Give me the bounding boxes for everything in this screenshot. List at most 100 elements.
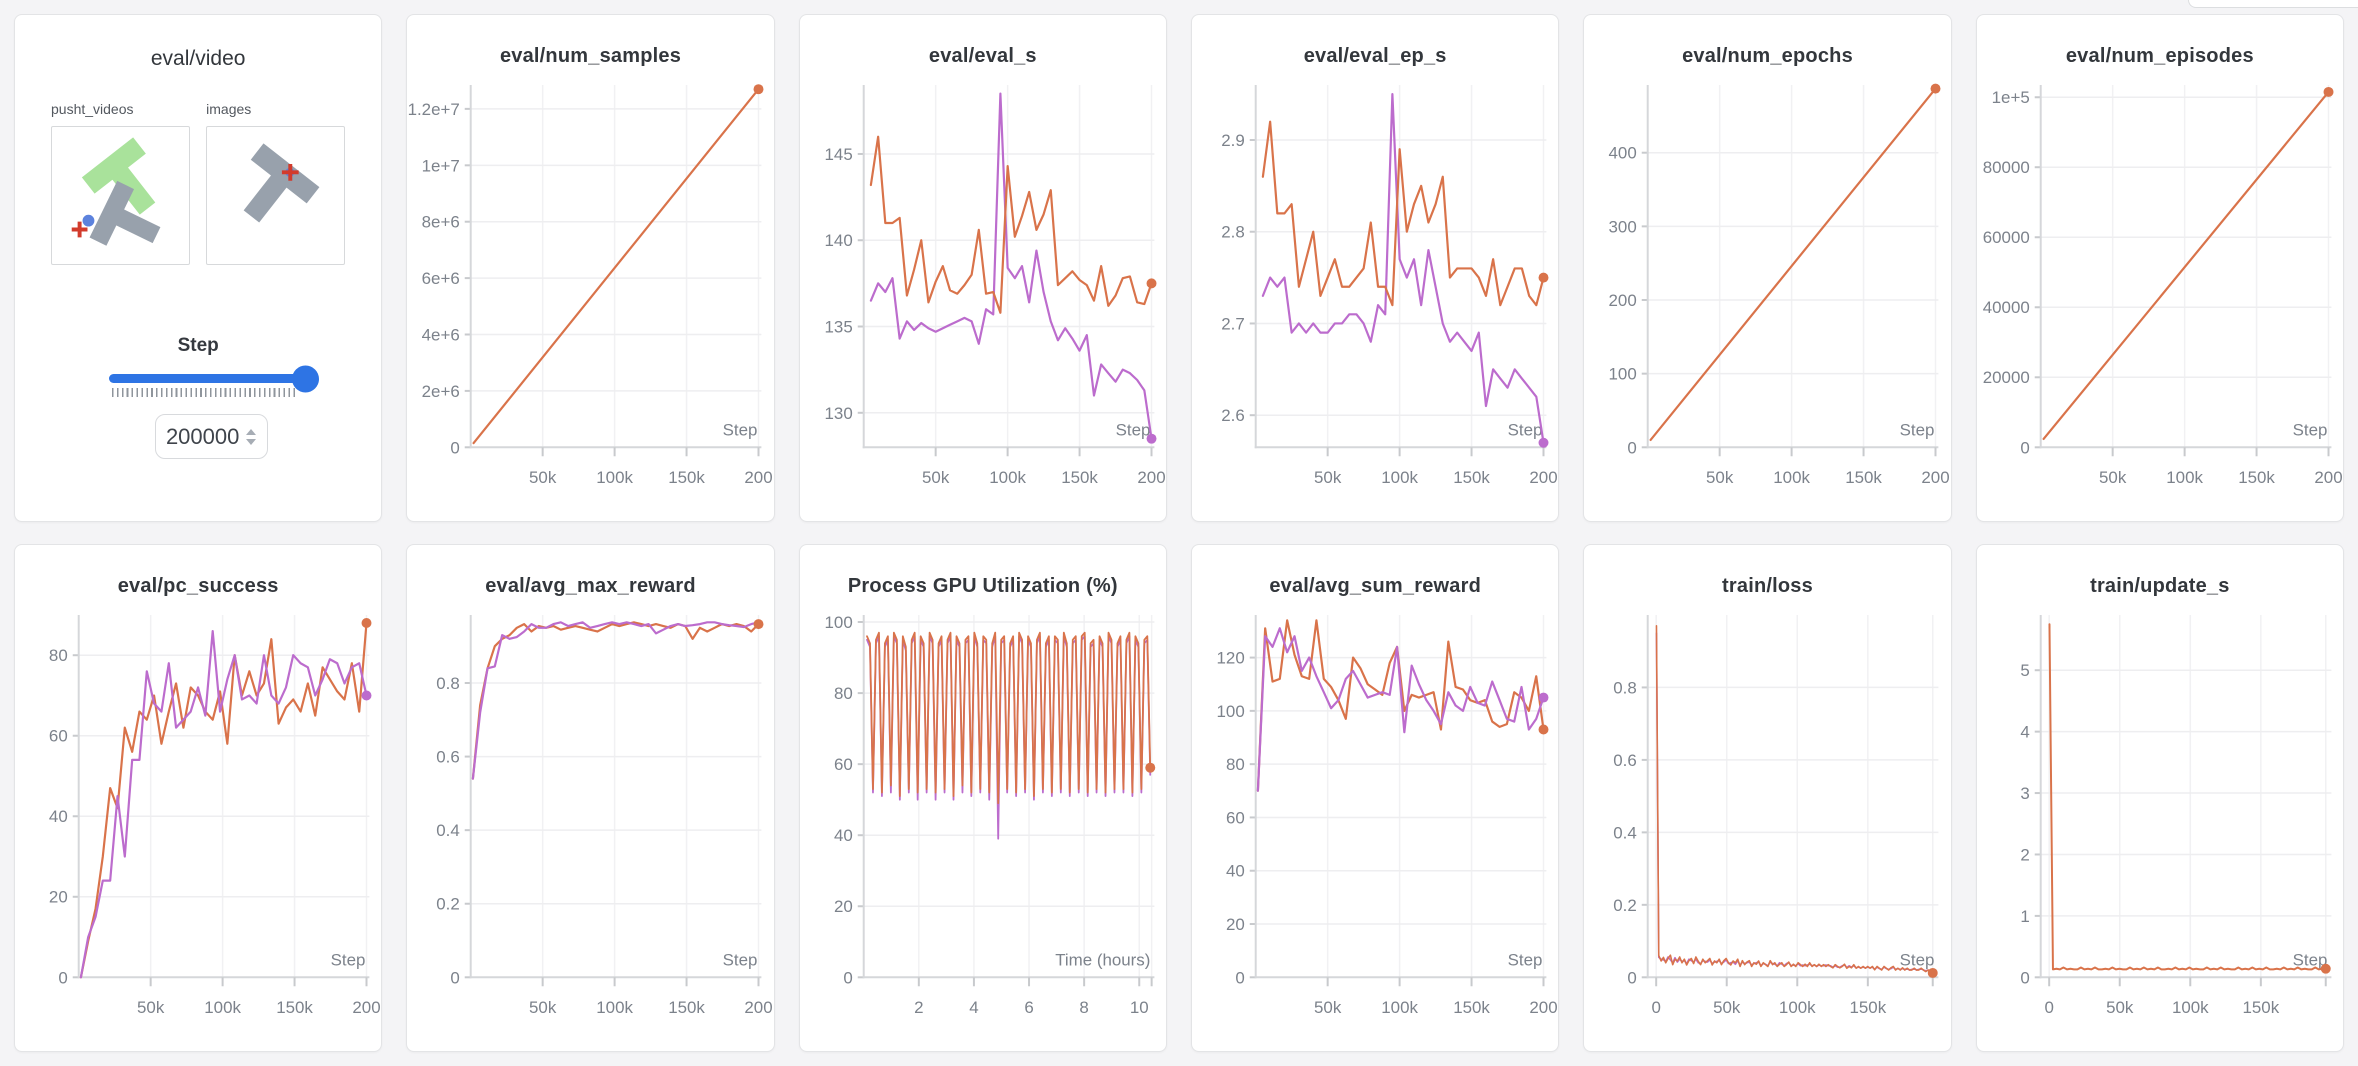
step-input[interactable]: 200000 xyxy=(154,414,268,459)
svg-text:2.8: 2.8 xyxy=(1221,223,1245,242)
svg-text:0: 0 xyxy=(451,438,460,457)
svg-text:80: 80 xyxy=(1226,755,1245,774)
svg-text:50k: 50k xyxy=(529,468,557,487)
svg-text:300: 300 xyxy=(1609,217,1637,236)
svg-text:2: 2 xyxy=(2020,845,2029,864)
svg-text:1.2e+7: 1.2e+7 xyxy=(408,100,460,119)
svg-text:0.2: 0.2 xyxy=(1614,896,1638,915)
line-chart[interactable]: 0 20 40 60 80 100 2 4 6 8 10 Time (hours) xyxy=(800,606,1166,1042)
svg-text:2.6: 2.6 xyxy=(1221,406,1245,425)
svg-text:Step: Step xyxy=(2292,420,2327,439)
media-group-pusht-videos: pusht_videos xyxy=(51,101,190,265)
svg-text:150k: 150k xyxy=(1453,468,1490,487)
svg-text:60: 60 xyxy=(49,727,68,746)
svg-text:8: 8 xyxy=(1079,998,1088,1017)
svg-text:135: 135 xyxy=(824,317,852,336)
svg-text:200: 200 xyxy=(745,468,773,487)
svg-text:100: 100 xyxy=(824,613,852,632)
svg-text:0: 0 xyxy=(1628,968,1637,987)
panel-process-gpu-utilization: Process GPU Utilization (%) 0 20 40 60 80 100… xyxy=(798,544,1167,1052)
line-chart[interactable]: 0 0.2 0.4 0.6 0.8 50k 100k 150k 200 Step xyxy=(407,606,773,1042)
svg-text:150k: 150k xyxy=(2238,468,2275,487)
chart-title: eval/avg_max_reward xyxy=(485,575,696,597)
panel-eval-video: eval/video pusht_videos xyxy=(14,14,383,522)
svg-text:60: 60 xyxy=(834,755,853,774)
panel-title: eval/video xyxy=(150,47,246,70)
panel-train-loss: train/loss 0 0.2 0.4 0.6 0.8 0 50k 100k 150k Step xyxy=(1583,544,1952,1052)
svg-text:200: 200 xyxy=(1529,998,1557,1017)
line-chart[interactable]: 0 20 40 60 80 100 120 50k 100k 150k 200 Step xyxy=(1192,606,1558,1042)
svg-text:100k: 100k xyxy=(1381,998,1418,1017)
svg-text:0.4: 0.4 xyxy=(437,821,461,840)
line-chart[interactable]: 0 0.2 0.4 0.6 0.8 0 50k 100k 150k Step xyxy=(1584,606,1950,1042)
svg-text:100k: 100k xyxy=(597,998,634,1017)
media-label: images xyxy=(206,101,252,117)
svg-text:145: 145 xyxy=(824,145,852,164)
svg-text:200: 200 xyxy=(1529,468,1557,487)
line-chart[interactable]: 0 20000 40000 60000 80000 1e+5 50k 100k 150k 200 S… xyxy=(1977,76,2343,512)
line-chart[interactable]: 0 100 200 300 400 50k 100k 150k 200 Step xyxy=(1584,76,1950,512)
step-down-icon[interactable] xyxy=(246,438,257,445)
svg-text:100k: 100k xyxy=(2172,998,2209,1017)
svg-text:50k: 50k xyxy=(1706,468,1734,487)
svg-text:80000: 80000 xyxy=(1982,158,2029,177)
media-label: pusht_videos xyxy=(51,101,134,117)
svg-text:50k: 50k xyxy=(2106,998,2134,1017)
svg-text:60000: 60000 xyxy=(1982,228,2029,247)
svg-text:140: 140 xyxy=(824,231,852,250)
svg-text:1e+5: 1e+5 xyxy=(1991,88,2029,107)
line-chart[interactable]: 0 20 40 60 80 50k 100k 150k 200 Step xyxy=(15,606,381,1042)
svg-text:150k: 150k xyxy=(669,468,706,487)
svg-text:50k: 50k xyxy=(1314,998,1342,1017)
line-chart[interactable]: 0 2e+6 4e+6 6e+6 8e+6 1e+7 1.2e+7 50k 100k 150k 20… xyxy=(407,76,773,512)
svg-text:100k: 100k xyxy=(204,998,241,1017)
svg-text:150k: 150k xyxy=(1846,468,1883,487)
svg-text:20000: 20000 xyxy=(1982,368,2029,387)
line-chart[interactable]: 0 1 2 3 4 5 0 50k 100k 150k Step xyxy=(1977,606,2343,1042)
svg-text:0.4: 0.4 xyxy=(1614,823,1638,842)
slider-thumb[interactable] xyxy=(292,365,320,392)
chart-title: Process GPU Utilization (%) xyxy=(847,575,1118,597)
chart-title: eval/eval_ep_s xyxy=(1303,45,1447,67)
video-thumbnail-pusht[interactable] xyxy=(51,126,190,265)
svg-text:200: 200 xyxy=(1137,468,1165,487)
svg-text:100k: 100k xyxy=(989,468,1026,487)
pusht-image-frame-icon xyxy=(243,143,320,223)
svg-text:200: 200 xyxy=(352,998,380,1017)
svg-text:60: 60 xyxy=(1226,808,1245,827)
svg-text:0: 0 xyxy=(451,968,460,987)
slider-track[interactable] xyxy=(109,374,314,383)
line-chart[interactable]: 130 135 140 145 50k 100k 150k 200 Step xyxy=(800,76,1166,512)
svg-text:50k: 50k xyxy=(529,998,557,1017)
svg-text:5: 5 xyxy=(2020,661,2029,680)
panel-eval-avg_sum_reward: eval/avg_sum_reward 0 20 40 60 80 100 120 50k 10… xyxy=(1191,544,1560,1052)
svg-text:Step: Step xyxy=(1508,950,1543,969)
media-thumbnails: pusht_videos xyxy=(15,101,381,265)
svg-text:20: 20 xyxy=(834,897,853,916)
line-chart[interactable]: 2.6 2.7 2.8 2.9 50k 100k 150k 200 Step xyxy=(1192,76,1558,512)
svg-text:0: 0 xyxy=(1628,438,1637,457)
svg-text:200: 200 xyxy=(1609,291,1637,310)
svg-text:0.2: 0.2 xyxy=(437,895,461,914)
panel-eval-num_episodes: eval/num_episodes 0 20000 40000 60000 80000 1… xyxy=(1975,14,2344,522)
svg-text:400: 400 xyxy=(1609,144,1637,163)
svg-text:50k: 50k xyxy=(1713,998,1741,1017)
svg-text:0.6: 0.6 xyxy=(1614,751,1638,770)
svg-text:0: 0 xyxy=(58,968,67,987)
step-up-icon[interactable] xyxy=(246,428,257,435)
svg-text:3: 3 xyxy=(2020,784,2029,803)
svg-text:1e+7: 1e+7 xyxy=(422,156,460,175)
svg-text:50k: 50k xyxy=(137,998,165,1017)
svg-text:40: 40 xyxy=(49,807,68,826)
svg-text:0: 0 xyxy=(2044,998,2053,1017)
svg-text:40000: 40000 xyxy=(1982,298,2029,317)
step-slider-label: Step xyxy=(177,335,219,356)
svg-text:120: 120 xyxy=(1217,649,1245,668)
svg-text:Step: Step xyxy=(723,950,758,969)
stepper-arrows xyxy=(246,428,257,445)
step-slider[interactable] xyxy=(109,365,320,392)
svg-text:Time (hours): Time (hours) xyxy=(1055,950,1150,969)
svg-text:130: 130 xyxy=(824,404,852,423)
image-thumbnail[interactable] xyxy=(206,126,346,265)
